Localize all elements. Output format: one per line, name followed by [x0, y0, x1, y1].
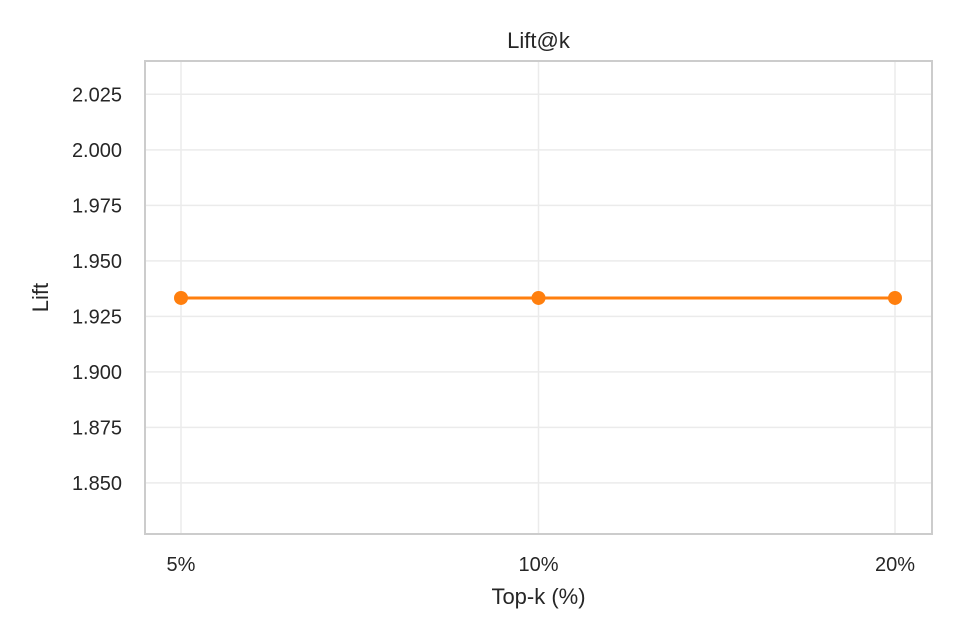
data-point: [888, 290, 902, 305]
grid-lines: [145, 61, 932, 534]
y-tick-label: 1.950: [72, 251, 122, 273]
x-tick-labels: 5% 10% 20%: [167, 554, 916, 576]
plot-frame: [144, 60, 933, 535]
x-tick-label: 10%: [518, 554, 558, 576]
data-point: [174, 290, 188, 305]
y-tick-label: 1.900: [72, 362, 122, 384]
y-tick-label: 1.850: [72, 473, 122, 495]
y-tick-label: 1.875: [72, 417, 122, 439]
series-layer: [174, 290, 902, 305]
y-tick-label: 1.925: [72, 306, 122, 328]
y-tick-label: 2.025: [72, 84, 122, 106]
y-tick-label: 2.000: [72, 140, 122, 162]
chart-title: Lift@k: [507, 28, 571, 53]
data-point: [531, 290, 546, 305]
x-tick-label: 20%: [875, 554, 915, 576]
y-tick-label: 1.975: [72, 195, 122, 217]
x-tick-label: 5%: [167, 554, 196, 576]
y-tick-labels: 1.850 1.875 1.900 1.925 1.950 1.975 2.000 2.025: [72, 84, 122, 495]
x-axis-label: Top-k (%): [491, 584, 585, 609]
y-axis-label: Lift: [28, 283, 53, 312]
